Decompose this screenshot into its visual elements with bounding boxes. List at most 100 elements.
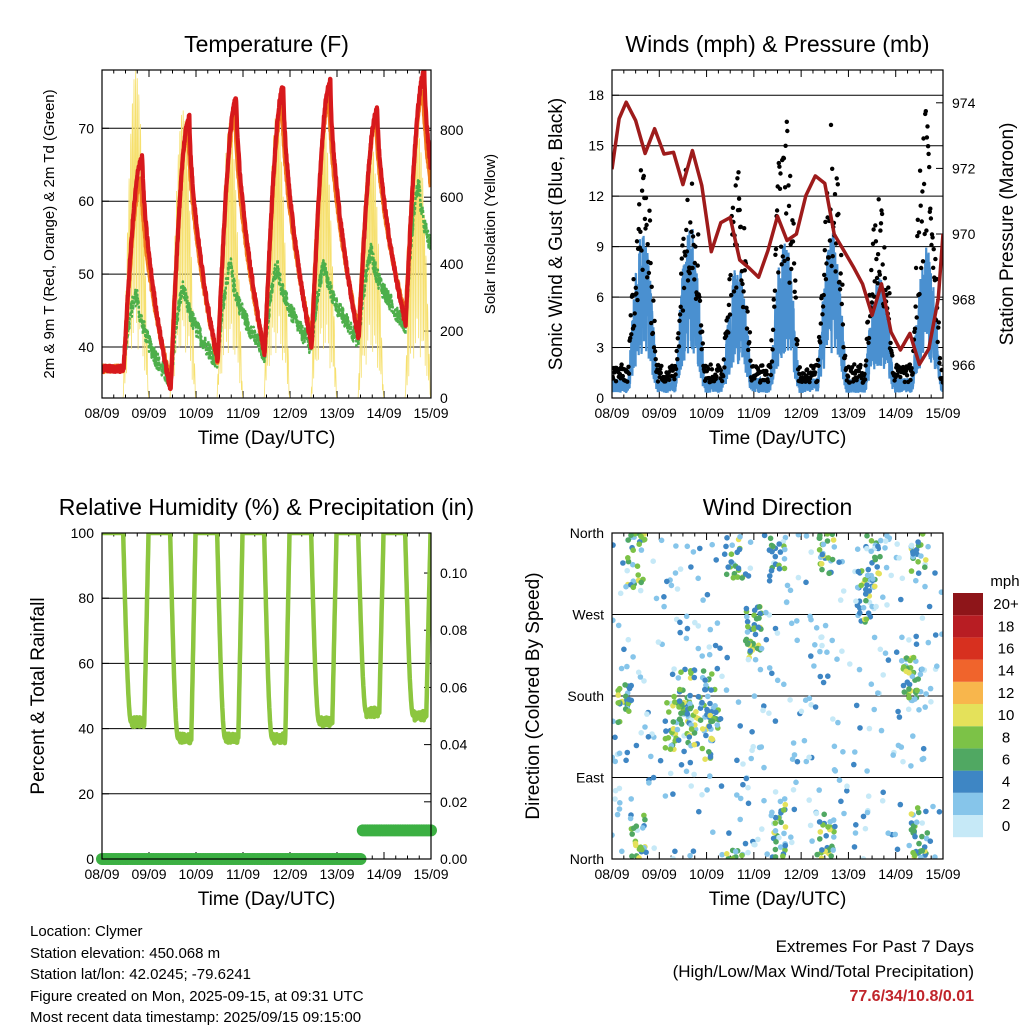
gust-point xyxy=(629,332,634,337)
direction-point xyxy=(831,834,837,840)
panel-3: Relative Humidity (%) & Precipitation (i… xyxy=(28,494,474,910)
direction-point xyxy=(829,556,836,563)
colorbar-swatch xyxy=(953,748,983,771)
direction-point xyxy=(629,853,635,859)
gust-point xyxy=(790,239,796,244)
gust-point xyxy=(689,229,694,234)
direction-point xyxy=(934,663,940,669)
direction-point xyxy=(664,700,670,706)
direction-point xyxy=(678,669,684,675)
direction-point xyxy=(718,783,725,789)
direction-point xyxy=(809,838,815,844)
gust-point xyxy=(917,291,922,297)
gust-point xyxy=(815,357,821,363)
direction-point xyxy=(777,798,784,805)
direction-point xyxy=(882,545,888,551)
direction-point xyxy=(781,796,788,802)
direction-point xyxy=(922,564,928,570)
gust-point xyxy=(634,291,639,296)
direction-point xyxy=(875,690,881,696)
direction-point xyxy=(910,849,916,856)
gust-point xyxy=(628,313,633,318)
direction-point xyxy=(885,657,892,663)
direction-point xyxy=(919,666,925,672)
direction-point xyxy=(730,575,737,581)
direction-point xyxy=(734,574,741,580)
direction-point xyxy=(860,856,867,859)
direction-point xyxy=(699,792,705,798)
direction-point xyxy=(677,619,683,626)
gust-point xyxy=(709,367,715,372)
direction-point xyxy=(803,758,810,765)
direction-point xyxy=(923,691,929,697)
direction-point xyxy=(705,693,711,700)
direction-point xyxy=(703,682,709,689)
direction-point xyxy=(884,533,890,539)
direction-point xyxy=(761,797,767,804)
y2-axis-label: Solar Insolation (Yellow) xyxy=(482,154,499,314)
wind-data xyxy=(612,100,943,394)
direction-point xyxy=(915,676,921,682)
direction-point xyxy=(895,742,902,749)
extremes-panel: Extremes For Past 7 Days (High/Low/Max W… xyxy=(673,934,974,1009)
direction-point xyxy=(707,712,713,719)
gust-point xyxy=(940,376,943,381)
direction-point xyxy=(616,750,623,757)
direction-point xyxy=(915,559,921,565)
direction-point xyxy=(879,798,886,804)
direction-point xyxy=(728,559,734,565)
y2-tick-label: 0.08 xyxy=(440,622,467,638)
x-tick-label: 10/09 xyxy=(178,405,213,421)
direction-point xyxy=(612,787,619,794)
direction-point xyxy=(916,840,922,847)
y-tick-label: 12 xyxy=(588,188,604,204)
direction-point xyxy=(871,706,877,713)
gust-point xyxy=(675,357,680,362)
y-axis-label: Direction (Colored By Speed) xyxy=(523,572,544,819)
direction-point xyxy=(885,830,891,836)
station-location: Location: Clymer xyxy=(30,923,143,940)
gust-point xyxy=(847,380,852,385)
y2-tick-label: 0.10 xyxy=(440,565,467,581)
temperature-data xyxy=(102,70,431,398)
direction-point xyxy=(692,619,698,626)
figure-created: Figure created on Mon, 2025-09-15, at 09… xyxy=(30,987,364,1005)
gust-point xyxy=(689,181,695,186)
gust-point xyxy=(875,252,881,257)
direction-point xyxy=(702,677,708,683)
direction-point xyxy=(612,617,616,624)
gust-point xyxy=(826,255,831,260)
direction-point xyxy=(688,726,695,732)
x-tick-label: 15/09 xyxy=(413,405,448,421)
direction-point xyxy=(687,700,693,707)
gust-point xyxy=(925,144,931,149)
gust-point xyxy=(631,277,636,282)
gust-point xyxy=(827,238,833,243)
direction-point xyxy=(918,854,924,859)
gust-point xyxy=(930,235,935,240)
gust-point xyxy=(792,289,797,294)
direction-point xyxy=(927,838,934,844)
direction-point xyxy=(820,541,827,548)
direction-point xyxy=(636,541,642,547)
direction-point xyxy=(910,551,916,557)
gust-point xyxy=(695,263,700,268)
direction-point xyxy=(772,828,779,834)
direction-point xyxy=(612,754,615,761)
direction-point xyxy=(743,775,750,782)
direction-point xyxy=(899,575,906,582)
gust-point xyxy=(770,327,776,332)
direction-point xyxy=(714,620,721,626)
direction-point xyxy=(683,768,690,775)
direction-point xyxy=(714,722,721,728)
direction-point xyxy=(622,682,628,688)
direction-point xyxy=(924,830,931,836)
gust-point xyxy=(807,379,812,385)
direction-point xyxy=(614,811,621,818)
direction-point xyxy=(823,833,829,839)
direction-point xyxy=(745,800,752,807)
direction-point xyxy=(806,754,812,761)
gust-point xyxy=(739,278,744,283)
gust-point xyxy=(926,151,931,157)
gust-point xyxy=(642,216,648,222)
